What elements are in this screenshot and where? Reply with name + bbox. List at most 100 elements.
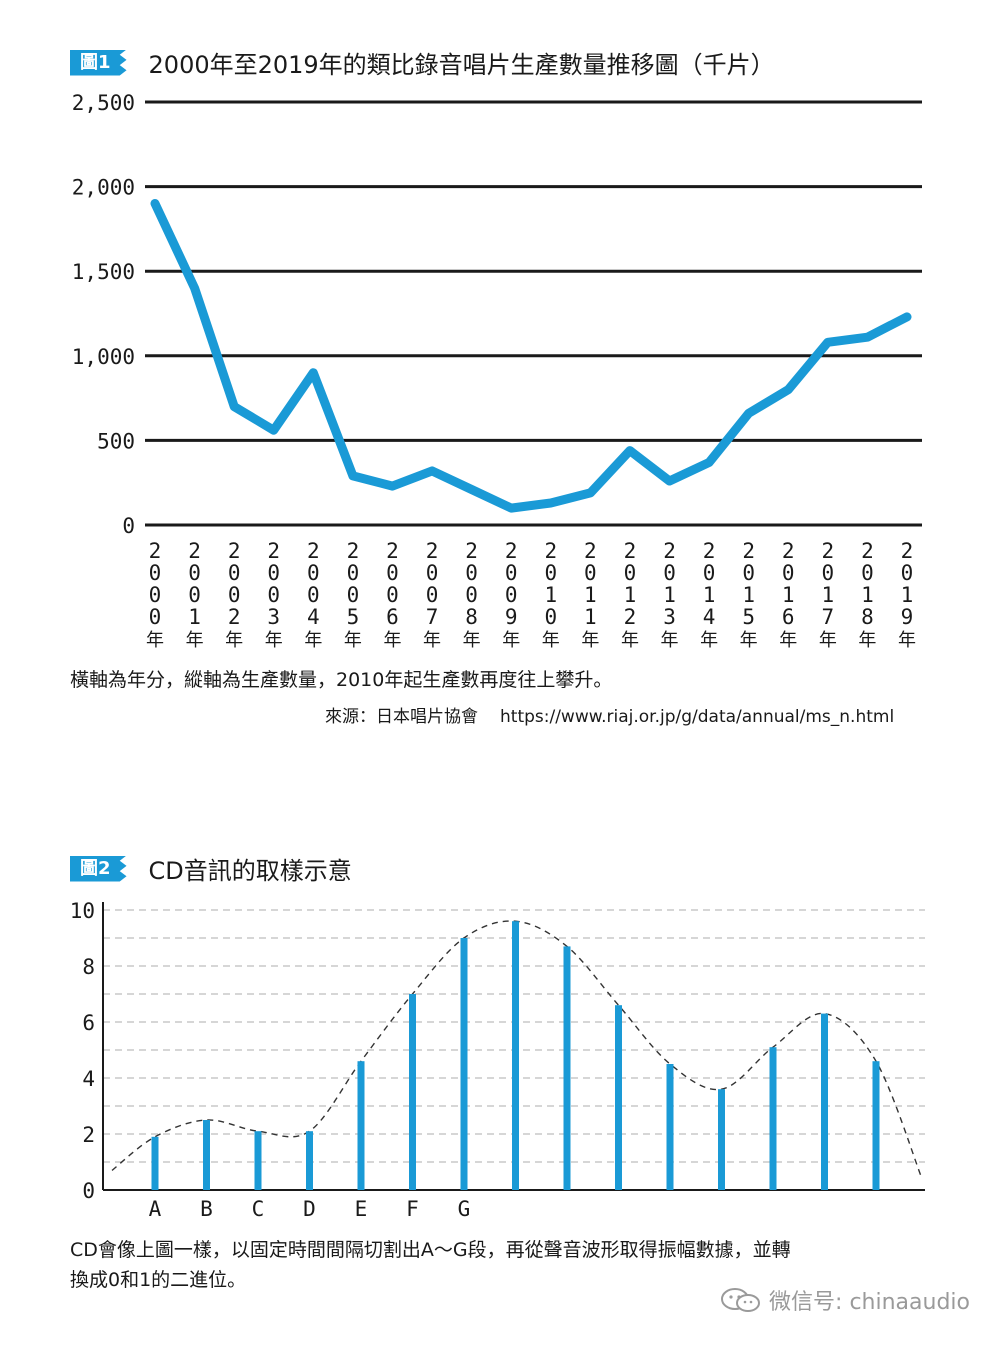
x-tick-digit: 4	[307, 605, 320, 629]
x-tick-digit: 0	[544, 561, 557, 585]
x-tick-digit: 3	[663, 605, 676, 629]
x-tick-digit: 6	[782, 605, 795, 629]
segment-label: C	[252, 1197, 265, 1221]
x-tick-digit: 2	[347, 539, 360, 563]
x-tick-digit: 1	[703, 583, 716, 607]
x-tick-digit: 0	[149, 605, 162, 629]
segment-label: G	[458, 1197, 471, 1221]
x-tick-digit: 0	[544, 605, 557, 629]
x-tick-digit: 2	[782, 539, 795, 563]
x-tick-year-suffix: 年	[344, 630, 362, 651]
data-point	[628, 449, 631, 452]
x-tick-digit: 2	[465, 539, 478, 563]
data-point	[668, 480, 671, 483]
figure2-header: 圖2 CD音訊的取樣示意	[70, 851, 352, 886]
segment-label: D	[303, 1197, 316, 1221]
x-tick-digit: 5	[347, 605, 360, 629]
x-tick-digit: 0	[782, 561, 795, 585]
y-tick-label: 500	[97, 429, 135, 453]
y-tick-label: 1,000	[72, 345, 135, 369]
x-tick-digit: 2	[307, 539, 320, 563]
data-point	[233, 405, 236, 408]
data-point	[351, 474, 354, 477]
x-tick-digit: 2	[426, 539, 439, 563]
x-tick-digit: 2	[624, 539, 637, 563]
x-tick-digit: 1	[901, 583, 914, 607]
data-point	[826, 341, 829, 344]
x-tick-digit: 2	[149, 539, 162, 563]
y-tick-label: 1,500	[72, 260, 135, 284]
sample-bar	[357, 1061, 365, 1190]
x-tick-digit: 1	[861, 583, 874, 607]
x-tick-label: 2010年	[542, 539, 560, 651]
x-tick-digit: 0	[465, 583, 478, 607]
data-point	[193, 287, 196, 290]
segment-label: E	[355, 1197, 368, 1221]
sample-bar	[512, 921, 519, 1190]
y-tick-label: 0	[122, 514, 135, 538]
y-tick-label: 2,500	[72, 91, 135, 115]
sample-bar	[821, 1013, 828, 1190]
x-tick-digit: 0	[347, 583, 360, 607]
x-tick-digit: 3	[267, 605, 280, 629]
data-point	[589, 491, 592, 494]
x-tick-digit: 0	[505, 583, 518, 607]
y-tick-label: 2,000	[72, 176, 135, 200]
data-point	[391, 485, 394, 488]
x-tick-digit: 2	[584, 539, 597, 563]
x-tick-year-suffix: 年	[779, 630, 797, 651]
x-tick-digit: 4	[703, 605, 716, 629]
x-tick-digit: 2	[663, 539, 676, 563]
sample-bar	[872, 1061, 880, 1190]
x-tick-digit: 2	[901, 539, 914, 563]
x-tick-digit: 1	[544, 583, 557, 607]
x-tick-digit: 0	[861, 561, 874, 585]
x-tick-digit: 1	[624, 583, 637, 607]
x-tick-digit: 2	[742, 539, 755, 563]
x-tick-digit: 0	[188, 583, 201, 607]
x-tick-year-suffix: 年	[542, 630, 560, 651]
sample-bar	[254, 1131, 262, 1190]
x-tick-digit: 0	[426, 561, 439, 585]
x-tick-year-suffix: 年	[423, 630, 441, 651]
segment-label: B	[200, 1197, 213, 1221]
x-tick-digit: 0	[584, 561, 597, 585]
x-tick-digit: 2	[505, 539, 518, 563]
x-tick-digit: 1	[782, 583, 795, 607]
figure2-sampling-chart: 0 2 4 6 8 10 A B C D E F G	[70, 899, 925, 1221]
x-tick-digit: 0	[505, 561, 518, 585]
x-tick-digit: 0	[149, 583, 162, 607]
waveform-curve	[111, 920, 923, 1180]
x-tick-digit: 0	[267, 583, 280, 607]
sample-bar	[203, 1120, 210, 1190]
y-tick-label: 10	[70, 899, 95, 923]
sample-bar	[306, 1131, 313, 1190]
x-tick-year-suffix: 年	[265, 630, 283, 651]
x-tick-year-suffix: 年	[304, 630, 322, 651]
watermark: 微信号: chinaaudio	[719, 1284, 970, 1316]
figure2-title: CD音訊的取樣示意	[148, 857, 352, 885]
x-tick-digit: 0	[901, 561, 914, 585]
x-tick-year-suffix: 年	[819, 630, 837, 651]
x-tick-digit: 0	[465, 561, 478, 585]
data-point	[866, 336, 869, 339]
series-line	[150, 199, 912, 513]
x-tick-digit: 0	[347, 561, 360, 585]
x-tick-digit: 8	[465, 605, 478, 629]
x-tick-digit: 0	[426, 583, 439, 607]
x-tick-digit: 0	[267, 561, 280, 585]
x-tick-digit: 2	[544, 539, 557, 563]
x-tick-digit: 0	[663, 561, 676, 585]
